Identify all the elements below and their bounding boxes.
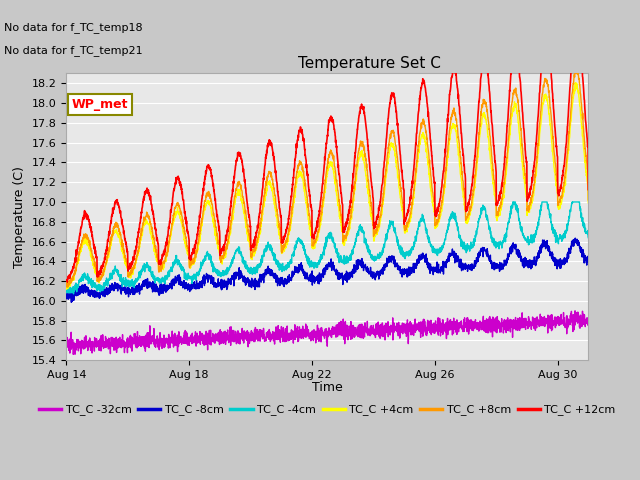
Y-axis label: Temperature (C): Temperature (C): [13, 166, 26, 268]
X-axis label: Time: Time: [312, 381, 343, 394]
Title: Temperature Set C: Temperature Set C: [298, 56, 440, 71]
Text: No data for f_TC_temp18: No data for f_TC_temp18: [4, 22, 143, 33]
Legend: TC_C -32cm, TC_C -8cm, TC_C -4cm, TC_C +4cm, TC_C +8cm, TC_C +12cm: TC_C -32cm, TC_C -8cm, TC_C -4cm, TC_C +…: [35, 400, 620, 420]
Text: No data for f_TC_temp21: No data for f_TC_temp21: [4, 45, 143, 56]
Text: WP_met: WP_met: [72, 98, 128, 111]
